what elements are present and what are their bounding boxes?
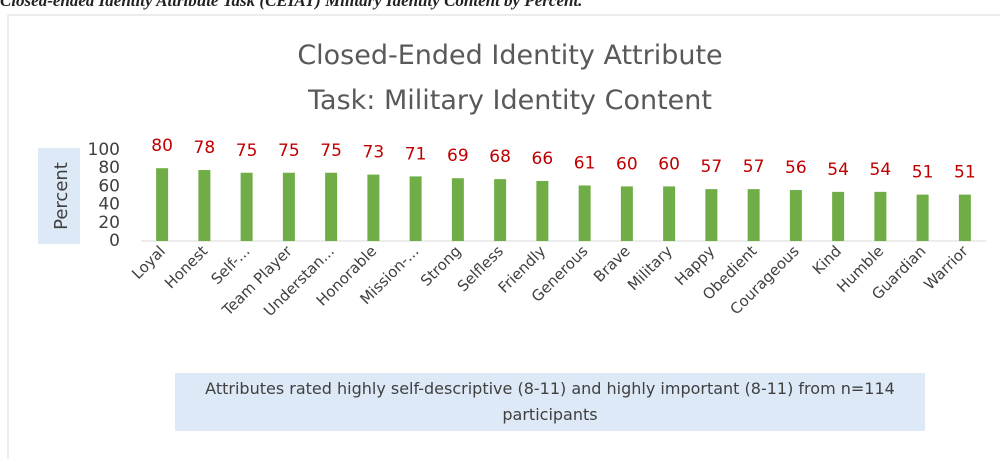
data-label: 60 [616,154,638,174]
y-tick-label: 40 [98,195,120,215]
data-label: 57 [743,157,765,177]
data-label: 51 [912,163,934,183]
bar [705,189,718,241]
data-label: 56 [785,158,807,178]
bar [916,194,929,241]
bar [578,185,591,241]
data-label: 78 [194,138,216,158]
data-label: 69 [447,146,469,166]
bar [198,170,211,241]
bar [620,186,633,241]
bar [747,189,760,241]
bar [282,172,295,241]
bar [832,191,845,241]
y-tick-label: 100 [88,140,120,160]
bar [536,180,549,241]
bar [156,168,169,241]
y-label-box [38,148,80,244]
bar [451,178,464,241]
x-tick-label: Kind [809,242,845,278]
data-label: 54 [827,160,849,180]
bar [663,186,676,241]
bar [367,174,380,241]
note: Attributes rated highly self-descriptive… [175,373,925,431]
bar [958,194,971,241]
bar [409,176,422,241]
x-tick-label: Warrior [920,242,972,294]
bar [494,179,507,241]
data-label: 80 [151,136,173,156]
data-label: 60 [658,154,680,174]
chart-title: Closed-Ended Identity Attribute Task: Mi… [297,40,723,116]
data-label: 73 [363,143,385,163]
data-label: 75 [320,141,342,161]
data-label: 54 [870,160,892,180]
data-label: 57 [701,157,723,177]
caption: Closed-ended Identity Attribute Task (CE… [0,0,583,10]
x-tick-label: Military [624,242,676,294]
chart-border [7,14,1000,459]
bar [240,172,253,241]
y-tick-label: 0 [109,231,120,251]
y-tick-label: 80 [98,158,120,178]
data-label: 66 [532,149,554,169]
y-tick-label: 60 [98,176,120,196]
data-label: 61 [574,153,596,173]
data-label: 51 [954,163,976,183]
y-axis-label: Percent [51,162,72,230]
bar [874,191,887,241]
data-label: 75 [278,141,300,161]
data-label: 68 [489,147,511,167]
y-tick-label: 20 [98,213,120,233]
data-label: 71 [405,144,427,164]
bar [789,190,802,241]
x-tick-label: Honest [161,242,211,292]
bar [325,172,338,241]
data-label: 75 [236,141,258,161]
